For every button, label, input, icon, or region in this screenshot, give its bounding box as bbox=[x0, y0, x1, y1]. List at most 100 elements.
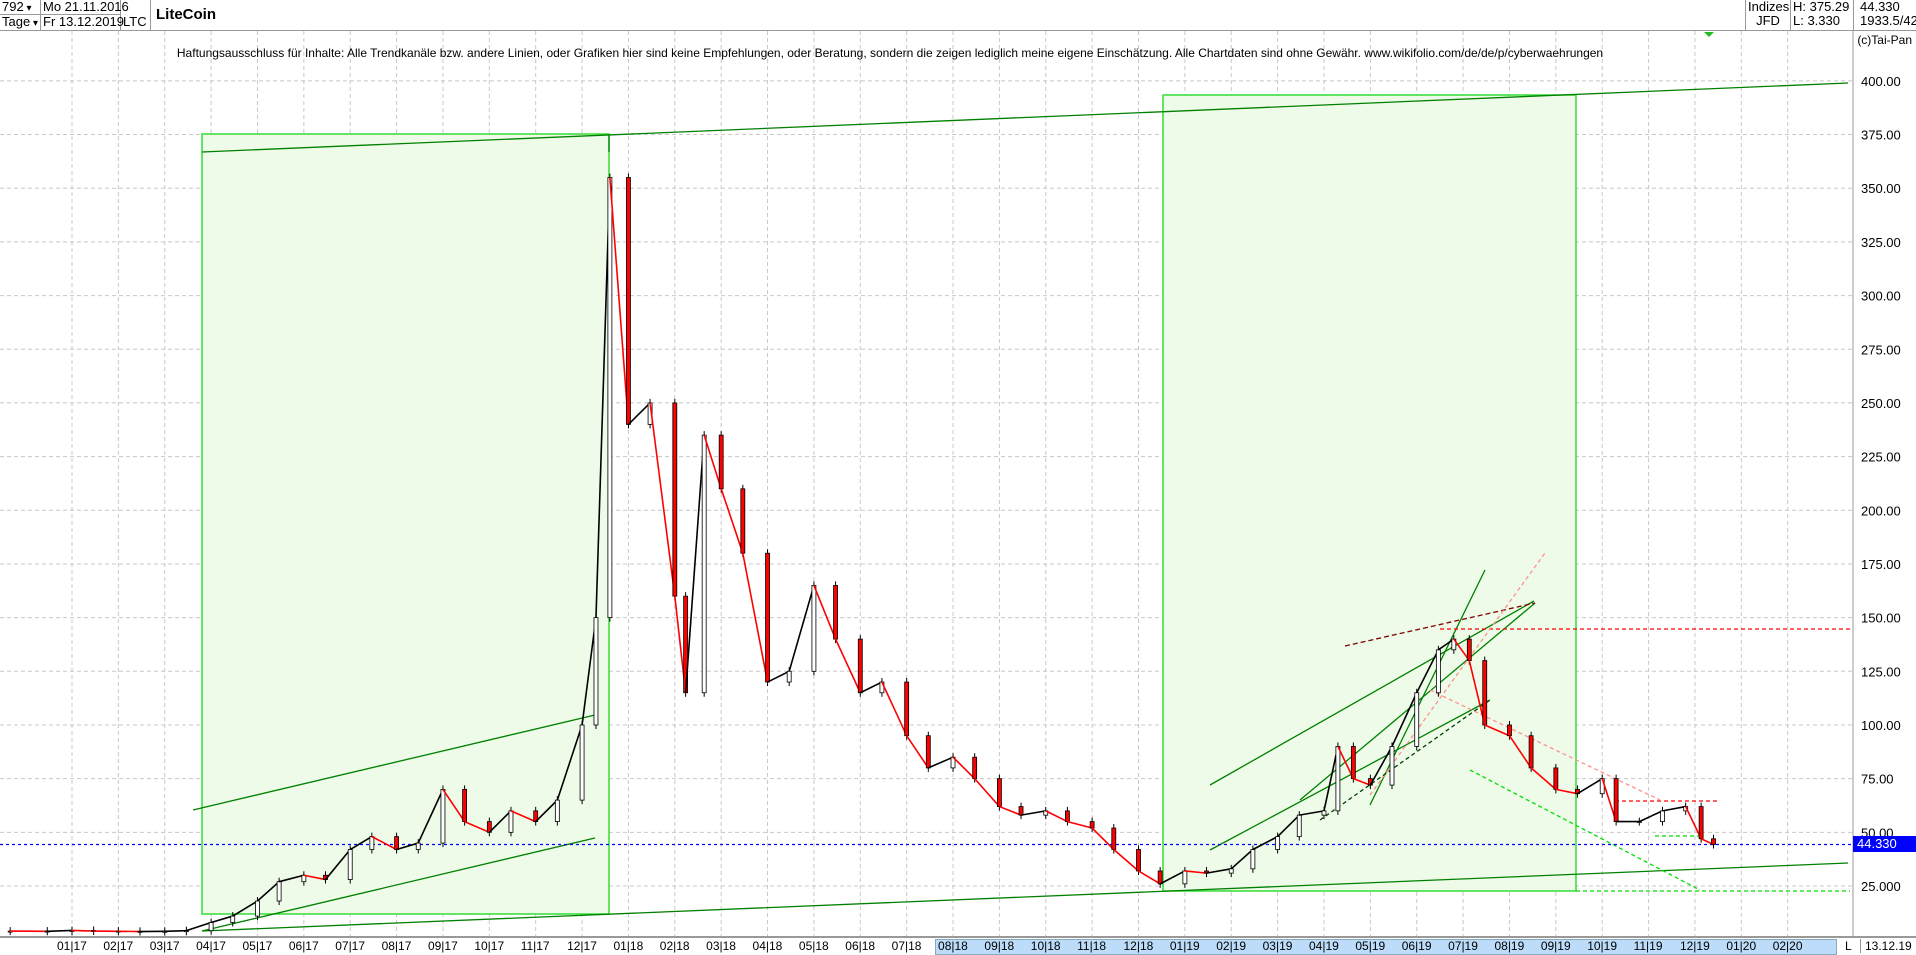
candle bbox=[1090, 822, 1094, 828]
candle bbox=[1415, 693, 1419, 747]
price-segment bbox=[1067, 822, 1092, 828]
x-tick-label: 01|20 bbox=[1726, 939, 1756, 953]
y-tick-label: 300.00 bbox=[1861, 289, 1901, 304]
candle bbox=[766, 553, 770, 682]
market: Indizes bbox=[1748, 0, 1788, 14]
x-tick-label: 10|19 bbox=[1587, 939, 1617, 953]
candle bbox=[509, 811, 513, 832]
chart-header: 792 Mo 21.11.2016 Tage Fr 13.12.2019 LTC… bbox=[0, 0, 1916, 31]
candle bbox=[719, 435, 723, 489]
chart-title: LiteCoin bbox=[156, 6, 216, 23]
price-segment bbox=[211, 916, 233, 922]
source: JFD bbox=[1748, 14, 1788, 28]
candle bbox=[926, 736, 930, 768]
y-tick-label: 350.00 bbox=[1861, 181, 1901, 196]
candle bbox=[1660, 811, 1664, 822]
y-tick-label: 275.00 bbox=[1861, 342, 1901, 357]
info-value: 1933.5/42 bbox=[1860, 14, 1914, 28]
mode-indicator[interactable]: L bbox=[1845, 939, 1852, 953]
price-segment bbox=[882, 682, 907, 736]
candle bbox=[277, 882, 281, 901]
candle bbox=[1467, 639, 1471, 660]
candle bbox=[1137, 850, 1141, 871]
price-segment bbox=[1114, 850, 1139, 871]
price-segment bbox=[704, 435, 721, 489]
price-segment bbox=[1092, 828, 1114, 849]
candle bbox=[1507, 725, 1511, 736]
footer-date: 13.12.19 bbox=[1860, 939, 1912, 953]
candle bbox=[1112, 828, 1116, 849]
candle bbox=[1614, 779, 1618, 822]
price-segment bbox=[1662, 807, 1685, 811]
x-tick-label: 05|18 bbox=[799, 939, 829, 953]
candle bbox=[1229, 869, 1233, 873]
count-value: 792 bbox=[2, 0, 24, 14]
candle bbox=[1351, 746, 1355, 778]
candle bbox=[858, 639, 862, 693]
candle bbox=[209, 922, 213, 930]
candle bbox=[1390, 746, 1394, 785]
x-tick-label: 08|18 bbox=[938, 939, 968, 953]
copyright: (c)Tai-Pan bbox=[1857, 33, 1912, 47]
y-tick-label: 75.00 bbox=[1861, 772, 1894, 787]
x-tick-label: 04|17 bbox=[196, 939, 226, 953]
y-tick-label: 400.00 bbox=[1861, 74, 1901, 89]
candle bbox=[1322, 811, 1326, 815]
x-tick-label: 03|19 bbox=[1263, 939, 1293, 953]
y-tick-label: 325.00 bbox=[1861, 235, 1901, 250]
candle bbox=[463, 789, 467, 821]
x-tick-label: 12|19 bbox=[1680, 939, 1710, 953]
y-tick-label: 200.00 bbox=[1861, 503, 1901, 518]
y-tick-label: 125.00 bbox=[1861, 664, 1901, 679]
candle bbox=[580, 725, 584, 800]
x-tick-label: 09|18 bbox=[984, 939, 1014, 953]
candle bbox=[555, 800, 559, 821]
high-value: H: 375.29 bbox=[1793, 0, 1851, 14]
count-select[interactable]: 792 bbox=[0, 0, 41, 15]
price-segment bbox=[72, 930, 94, 931]
y-tick-label: 225.00 bbox=[1861, 450, 1901, 465]
candle bbox=[702, 435, 706, 693]
x-tick-label: 03|18 bbox=[706, 939, 736, 953]
candle bbox=[626, 177, 630, 424]
candle bbox=[1251, 850, 1255, 869]
x-tick-label: 07|17 bbox=[335, 939, 365, 953]
candle bbox=[1529, 736, 1533, 768]
y-tick-label: 175.00 bbox=[1861, 557, 1901, 572]
y-tick-label: 250.00 bbox=[1861, 396, 1901, 411]
price-segment bbox=[1021, 811, 1046, 815]
y-tick-label: 100.00 bbox=[1861, 718, 1901, 733]
candle bbox=[1183, 871, 1187, 884]
price-segment bbox=[1577, 779, 1602, 794]
x-tick-label: 10|18 bbox=[1031, 939, 1061, 953]
price-segment bbox=[628, 403, 650, 424]
x-tick-label: 08|17 bbox=[382, 939, 412, 953]
candle bbox=[997, 779, 1001, 807]
candle bbox=[1019, 807, 1023, 816]
x-tick-label: 02|17 bbox=[103, 939, 133, 953]
x-tick-label: 05|17 bbox=[242, 939, 272, 953]
end-date[interactable]: Fr 13.12.2019 bbox=[41, 15, 121, 30]
highlight-box bbox=[202, 134, 609, 914]
candle bbox=[673, 403, 677, 596]
highlight-box bbox=[1163, 95, 1576, 891]
price-segment bbox=[1139, 871, 1161, 884]
price-segment bbox=[610, 177, 629, 424]
price-segment bbox=[789, 585, 814, 671]
period-select[interactable]: Tage bbox=[0, 15, 41, 30]
candle bbox=[416, 843, 420, 849]
start-date[interactable]: Mo 21.11.2016 bbox=[41, 0, 121, 15]
x-tick-label: 01|19 bbox=[1170, 939, 1200, 953]
candle bbox=[255, 901, 259, 916]
candle bbox=[1158, 871, 1162, 884]
candle bbox=[395, 837, 399, 850]
candle bbox=[1554, 768, 1558, 789]
last-value: 44.330 bbox=[1860, 0, 1914, 14]
x-tick-label: 12|17 bbox=[567, 939, 597, 953]
x-tick-label: 05|19 bbox=[1355, 939, 1385, 953]
candle bbox=[1711, 839, 1715, 845]
x-tick-label: 09|19 bbox=[1541, 939, 1571, 953]
